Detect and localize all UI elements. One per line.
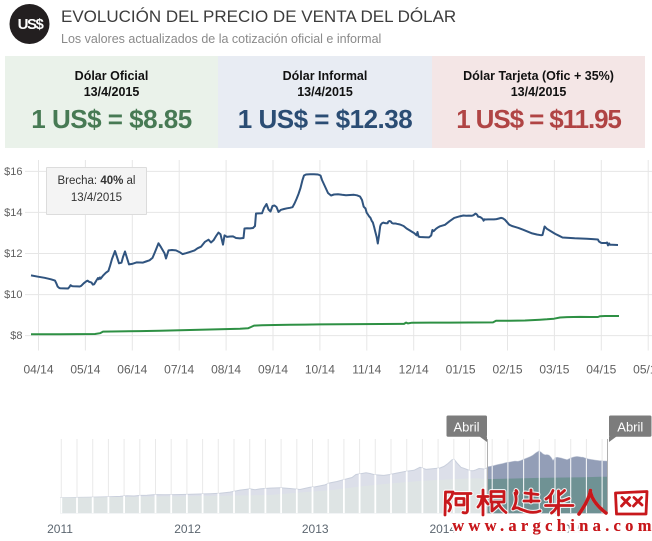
svg-text:03/15: 03/15 [539, 363, 569, 377]
svg-text:09/14: 09/14 [258, 363, 288, 377]
svg-text:2013: 2013 [302, 522, 329, 536]
svg-text:$14: $14 [4, 207, 22, 219]
svg-text:08/14: 08/14 [211, 363, 241, 377]
svg-text:$16: $16 [4, 166, 22, 178]
svg-text:2015: 2015 [557, 522, 584, 536]
svg-text:10/14: 10/14 [305, 363, 335, 377]
svg-text:07/14: 07/14 [164, 363, 194, 377]
svg-text:11/14: 11/14 [352, 363, 381, 377]
svg-text:www.argchina.com: www.argchina.com [452, 516, 652, 535]
svg-text:04/15: 04/15 [586, 363, 616, 377]
svg-text:06/14: 06/14 [117, 363, 147, 377]
svg-text:US$: US$ [18, 16, 45, 33]
svg-text:05/15: 05/15 [633, 363, 652, 377]
svg-text:01/15: 01/15 [446, 363, 476, 377]
svg-text:2014: 2014 [429, 522, 456, 536]
svg-text:$8: $8 [10, 330, 22, 342]
svg-text:2011: 2011 [47, 522, 73, 536]
svg-text:Abril: Abril [617, 419, 643, 434]
svg-text:02/15: 02/15 [492, 363, 522, 377]
svg-text:05/14: 05/14 [70, 363, 100, 377]
svg-text:12/14: 12/14 [399, 363, 429, 377]
svg-text:$12: $12 [4, 248, 22, 260]
svg-text:04/14: 04/14 [23, 363, 53, 377]
svg-text:Abril: Abril [453, 419, 479, 434]
svg-text:www.argchina.com: www.argchina.com [452, 516, 652, 535]
svg-text:$10: $10 [4, 289, 22, 301]
svg-text:2012: 2012 [174, 522, 201, 536]
